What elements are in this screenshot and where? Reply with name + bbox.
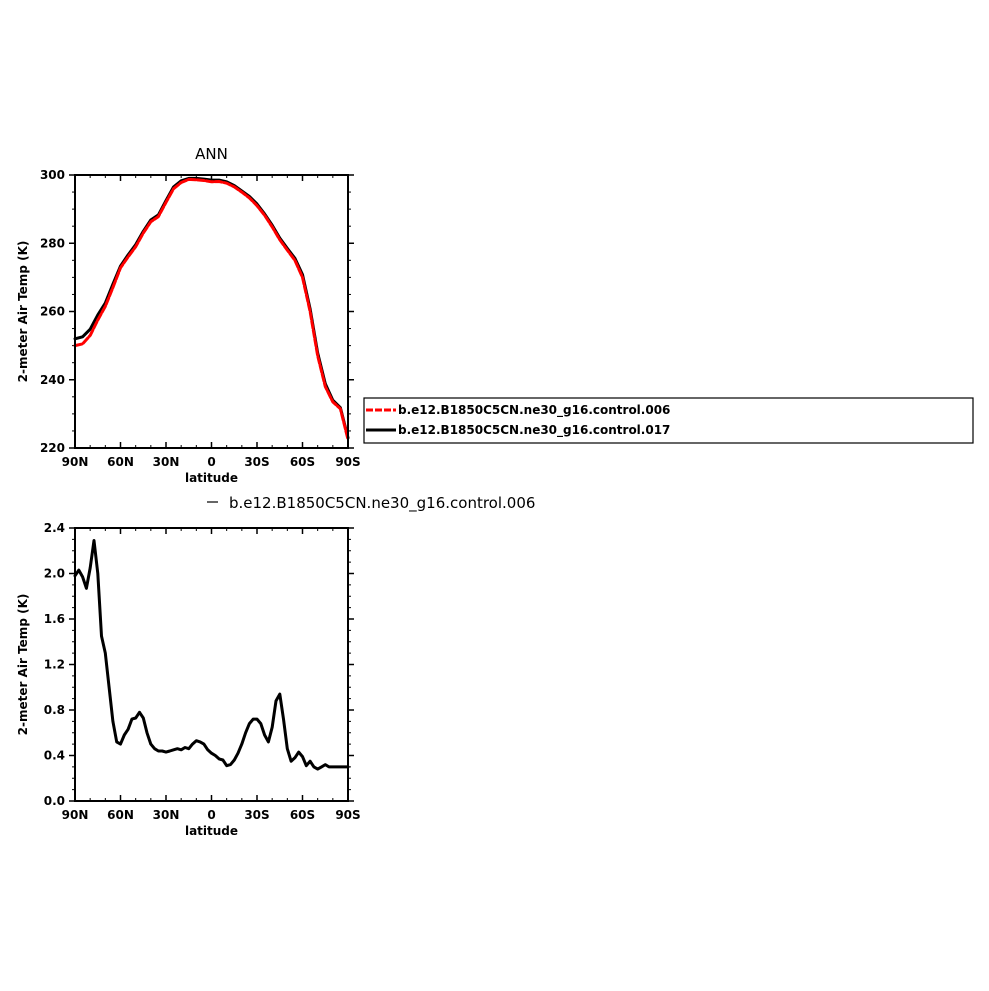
series-lines (73, 176, 350, 441)
plot-frame (74, 174, 349, 449)
x-tick-label: 90N (62, 808, 89, 822)
axis-ticks: 90N 60N 30N 0 30S 60S 90S 220 240 260 280 300 (40, 168, 361, 469)
x-tick-label: 30N (153, 455, 180, 469)
y-tick-label: 220 (40, 441, 65, 455)
x-tick-label: 30S (244, 808, 269, 822)
difference-panel: b.e12.B1850C5CN.ne30_g16.control.006 2-m… (16, 494, 535, 838)
x-tick-label: 30N (153, 808, 180, 822)
y-tick-label: 300 (40, 168, 65, 182)
y-tick-label: 0.8 (44, 703, 65, 717)
y-axis-label: 2-meter Air Temp (K) (16, 594, 30, 736)
legend-border (363, 397, 974, 444)
y-tick-label: 260 (40, 305, 65, 319)
series-line-0 (73, 176, 350, 440)
y-tick-label: 0.0 (44, 794, 65, 808)
x-axis-label: latitude (185, 824, 238, 838)
x-tick-label: 60S (290, 808, 315, 822)
y-tick-label: 280 (40, 236, 65, 250)
x-tick-label: 60N (107, 455, 134, 469)
y-tick-label: 1.6 (44, 612, 65, 626)
legend-label-006: b.e12.B1850C5CN.ne30_g16.control.006 (398, 403, 670, 418)
x-tick-label: 90S (335, 455, 360, 469)
x-tick-label: 90S (335, 808, 360, 822)
legend: b.e12.B1850C5CN.ne30_g16.control.006 b.e… (363, 397, 974, 444)
x-tick-label: 60S (290, 455, 315, 469)
y-tick-label: 1.2 (44, 658, 65, 672)
y-tick-label: 2.4 (44, 521, 65, 535)
series-lines (73, 539, 350, 771)
y-tick-label: 2.0 (44, 567, 65, 581)
y-tick-label: 0.4 (44, 749, 65, 763)
y-tick-label: 240 (40, 373, 65, 387)
plot-frame (74, 527, 349, 802)
difference-legend-label: b.e12.B1850C5CN.ne30_g16.control.006 (229, 494, 535, 513)
x-tick-label: 30S (244, 455, 269, 469)
x-tick-label: 60N (107, 808, 134, 822)
chart-title: ANN (195, 145, 228, 163)
legend-label-017: b.e12.B1850C5CN.ne30_g16.control.017 (398, 423, 670, 438)
x-axis-label: latitude (185, 471, 238, 485)
x-tick-label: 90N (62, 455, 89, 469)
series-line-0 (73, 539, 350, 771)
temperature-panel: ANN 2-meter Air Temp (K) latitude 90N 60N… (16, 145, 361, 485)
series-line-1 (73, 177, 350, 441)
x-tick-label: 0 (207, 808, 215, 822)
x-tick-label: 0 (207, 455, 215, 469)
y-axis-label: 2-meter Air Temp (K) (16, 241, 30, 383)
